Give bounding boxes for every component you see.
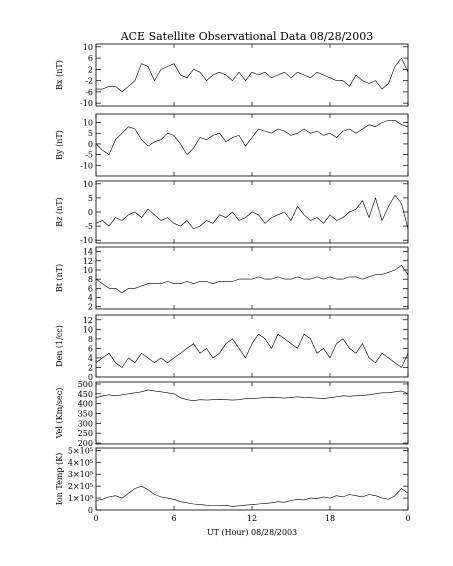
chart-title: ACE Satellite Observational Data 08/28/2… — [120, 30, 374, 43]
series-by — [95, 120, 409, 155]
panel-bx: 10 6 2 -2 -6 -10 Bx (nT) — [55, 43, 409, 108]
panel-by-frame — [95, 113, 409, 177]
panel-bt-ytick-label: 12 — [83, 257, 93, 266]
panel-bx-ytick-label: -10 — [80, 99, 93, 108]
panel-bx-ytick-label: 6 — [88, 54, 93, 63]
panel-vel-ylabel: Vel (Km/sec) — [55, 388, 64, 440]
series-bz — [95, 194, 409, 230]
panel-vel-ytick-label: 450 — [78, 390, 93, 399]
panel-temp-ytick-label: 4×10⁵ — [68, 458, 93, 467]
panel-by-ytick-label: 0 — [88, 140, 93, 149]
panel-temp-ytick-label: 2×10⁵ — [68, 482, 93, 491]
x-axis: 0 6 12 18 0 — [93, 514, 410, 523]
panel-temp-ylabel: Ion Temp (K) — [55, 453, 64, 506]
panel-bz: 10 5 0 -5 -10 Bz (nT) — [55, 180, 409, 245]
panel-temp-ytick-label: 3×10⁵ — [68, 470, 93, 479]
panel-bt-ytick-label: 14 — [83, 248, 93, 257]
panel-vel-ytick-label: 350 — [78, 409, 93, 418]
x-tick-label: 12 — [247, 514, 257, 523]
panel-vel-ytick-label: 500 — [78, 380, 93, 389]
panel-temp-ytick-label: 1×10⁵ — [68, 494, 93, 503]
x-tick-label: 0 — [93, 514, 98, 523]
panel-temp-ytick-label: 5×10⁵ — [68, 446, 93, 455]
panel-vel-ytick-label: 300 — [78, 419, 93, 428]
panel-bx-ytick-label: -2 — [85, 77, 93, 86]
panel-den-ytick-label: 8 — [88, 335, 93, 344]
panel-bz-ytick-label: -5 — [85, 222, 93, 231]
series-den — [95, 333, 409, 368]
panel-bx-ytick-label: 10 — [83, 43, 93, 52]
panel-temp-frame — [95, 447, 409, 511]
panel-by-ytick-label: 5 — [88, 129, 93, 138]
panel-bz-ytick-label: 0 — [88, 208, 93, 217]
panel-bz-ytick-label: -10 — [80, 236, 93, 245]
panel-den-ytick-label: 10 — [83, 325, 93, 334]
panel-by-ytick-label: -5 — [85, 151, 93, 160]
panel-bt-ytick-label: 2 — [88, 303, 93, 312]
series-vel — [95, 389, 409, 402]
x-axis-label: UT (Hour) 08/28/2003 — [207, 528, 297, 537]
series-bt — [95, 265, 409, 294]
panel-bz-ytick-label: 10 — [83, 180, 93, 189]
panel-vel-ytick-label: 250 — [78, 429, 93, 438]
panel-den-ytick-label: 12 — [83, 316, 93, 325]
panel-bt-ytick-label: 4 — [88, 294, 93, 303]
panel-bt-ytick-label: 6 — [88, 284, 93, 293]
panel-bt-ylabel: Bt (nT) — [55, 264, 64, 292]
panel-by-ylabel: By (nT) — [55, 130, 64, 160]
x-tick-label: 0 — [405, 514, 410, 523]
panel-temp-ytick-label: 0 — [88, 506, 93, 515]
panel-bz-ylabel: Bz (nT) — [55, 197, 64, 226]
x-tick-label: 6 — [171, 514, 176, 523]
panel-bt-ytick-label: 10 — [83, 266, 93, 275]
panel-temp: 5×10⁵ 4×10⁵ 3×10⁵ 2×10⁵ 1×10⁵ 0 Ion Temp (K) — [55, 446, 409, 515]
panel-by-ytick-label: 10 — [83, 119, 93, 128]
series-bx — [96, 57, 409, 93]
panel-den-ylabel: Den (1/cc) — [55, 325, 64, 367]
series-temp — [95, 485, 409, 507]
x-tick-label: 18 — [325, 514, 335, 523]
panel-bz-ytick-label: 5 — [88, 194, 93, 203]
panel-den-ytick-label: 2 — [88, 363, 93, 372]
panel-by-ytick-label: -10 — [80, 161, 93, 170]
panel-bt-ytick-label: 8 — [88, 275, 93, 284]
panel-bx-ytick-label: -6 — [85, 88, 93, 97]
panel-vel-ytick-label: 200 — [78, 439, 93, 448]
panel-bt-frame — [95, 246, 409, 310]
panel-bx-ylabel: Bx (nT) — [55, 60, 64, 90]
panel-by: 105 0 -5-10 By (nT) — [55, 113, 409, 177]
panel-den-ytick-label: 6 — [88, 344, 93, 353]
panel-bx-ytick-label: 2 — [88, 65, 93, 74]
panel-den-ytick-label: 4 — [88, 354, 93, 363]
panel-bx-frame — [95, 43, 409, 107]
panel-den-ytick-label: 0 — [88, 373, 93, 382]
panel-vel-ytick-label: 400 — [78, 400, 93, 409]
